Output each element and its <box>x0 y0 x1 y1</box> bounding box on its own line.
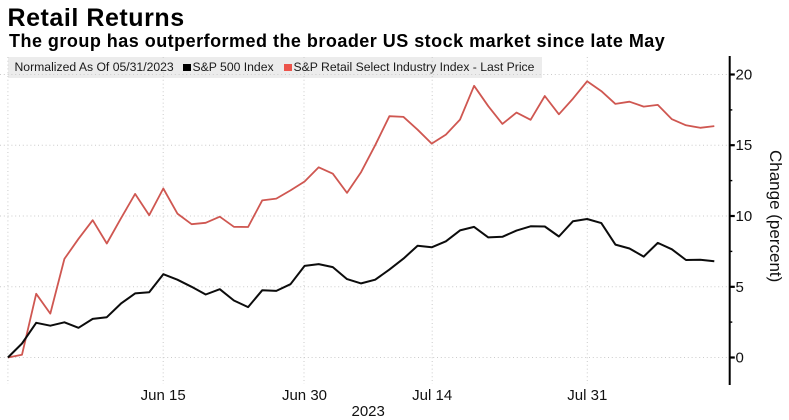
svg-text:Jul 14: Jul 14 <box>412 387 452 404</box>
svg-text:20: 20 <box>736 67 753 84</box>
svg-text:5: 5 <box>736 279 744 296</box>
svg-text:Jun 30: Jun 30 <box>282 387 327 404</box>
svg-text:0: 0 <box>736 350 744 367</box>
svg-text:2023: 2023 <box>352 403 385 420</box>
svg-text:15: 15 <box>736 137 753 154</box>
svg-text:Jul 31: Jul 31 <box>567 387 607 404</box>
svg-text:10: 10 <box>736 208 753 225</box>
svg-text:Jun 15: Jun 15 <box>141 387 186 404</box>
